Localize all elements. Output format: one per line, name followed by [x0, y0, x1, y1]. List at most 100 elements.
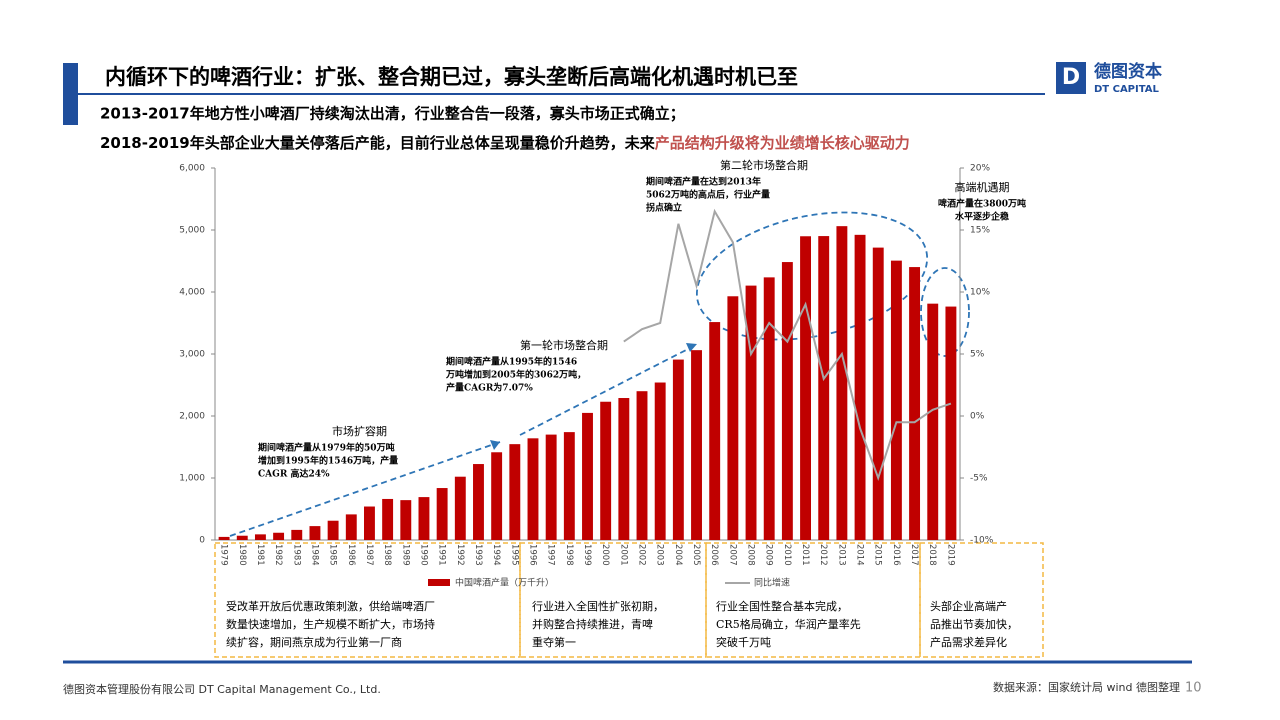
x-tick-label: 1990	[418, 544, 428, 566]
bar	[909, 267, 921, 540]
annotation-title: 第二轮市场整合期	[720, 158, 808, 172]
x-tick-label: 2010	[782, 544, 792, 566]
annotation-text: 期间啤酒产量从1995年的1546	[446, 356, 577, 368]
x-tick-label: 1985	[328, 544, 338, 566]
bar	[345, 514, 357, 540]
x-tick-label: 1983	[291, 544, 301, 566]
annotation-text: 万吨增加到2005年的3062万吨，	[445, 369, 586, 381]
y-tick-label: 5,000	[179, 226, 205, 236]
x-tick-label: 1980	[237, 544, 247, 566]
y2-tick-label: 20%	[970, 164, 990, 174]
footer-company: 德图资本管理股份有限公司 DT Capital Management Co., …	[63, 682, 381, 696]
x-tick-label: 1993	[473, 544, 483, 566]
note-text: 突破千万吨	[716, 635, 771, 649]
note-box	[519, 542, 707, 658]
note-text: CR5格局确立，华润产量率先	[716, 617, 861, 631]
bar	[218, 536, 230, 540]
subtitle-text: 2018-2019年头部企业大量关停落后产能，目前行业总体呈现量稳价升趋势，未来	[100, 134, 656, 152]
annotation-text: 期间啤酒产量从1979年的50万吨	[258, 442, 395, 454]
bar	[309, 526, 321, 540]
bar	[781, 262, 793, 540]
note-text: 产品需求差异化	[930, 635, 1007, 649]
x-tick-label: 1992	[455, 544, 465, 566]
bar	[709, 322, 721, 540]
x-tick-label: 2018	[927, 544, 937, 566]
bar	[236, 535, 248, 540]
note-boxes	[214, 542, 1044, 658]
bar	[327, 520, 339, 540]
note-text: 续扩容，期间燕京成为行业第一厂商	[226, 635, 402, 649]
bar	[291, 529, 303, 540]
y-tick-label: 4,000	[179, 288, 205, 298]
x-tick-label: 1999	[582, 544, 592, 566]
note-text: 重夺第一	[532, 635, 576, 649]
x-tick-label: 1986	[346, 544, 356, 566]
bar	[945, 306, 957, 540]
bar	[672, 359, 684, 540]
x-tick-label: 2019	[945, 544, 955, 566]
x-tick-label: 2012	[818, 544, 828, 566]
bar	[636, 391, 648, 540]
bar	[654, 382, 666, 540]
bar	[563, 432, 575, 540]
y2-tick-label: 15%	[970, 226, 990, 236]
annotation-text: 产量CAGR为7.07%	[446, 382, 533, 394]
subtitle-highlight: 产品结构升级将为业绩增长核心驱动力	[655, 134, 910, 152]
trend-arrow	[229, 441, 501, 537]
x-tick-label: 2013	[836, 544, 846, 566]
arrow-head	[686, 343, 697, 352]
y-tick-label: 3,000	[179, 350, 205, 360]
x-tick-label: 2014	[855, 544, 865, 566]
x-tick-label: 1997	[546, 544, 556, 566]
note-text: 行业全国性整合基本完成，	[716, 599, 848, 613]
note-box	[214, 542, 521, 658]
x-tick-label: 2003	[655, 544, 665, 566]
bar	[473, 464, 484, 540]
x-tick-label: 2004	[673, 544, 683, 566]
x-tick-label: 2011	[800, 544, 810, 566]
y2-tick-label: 5%	[970, 350, 985, 360]
x-tick-label: 1989	[400, 544, 410, 566]
x-tick-label: 2017	[909, 544, 919, 566]
logo-letter: D	[1062, 65, 1080, 90]
x-tick-label: 2015	[873, 544, 883, 566]
arrow-head	[490, 440, 500, 450]
note-box	[705, 542, 921, 658]
x-tick-label: 1988	[382, 544, 392, 566]
x-tick-label: 2007	[727, 544, 737, 566]
slide-title: 内循环下的啤酒行业：扩张、整合期已过，寡头垄断后高端化机遇时机已至	[105, 65, 798, 89]
bar	[454, 476, 466, 540]
page-number: 10	[1185, 681, 1202, 696]
bar	[745, 285, 757, 540]
x-tick-label: 1996	[527, 544, 537, 566]
logo-mark	[1056, 62, 1086, 94]
annotation-text: 水平逐步企稳	[955, 211, 1009, 223]
bar	[818, 236, 830, 541]
bar	[491, 452, 503, 540]
y2-tick-label: 10%	[970, 288, 990, 298]
x-tick-label: 1995	[509, 544, 519, 566]
note-text: 品推出节奏加快，	[930, 617, 1018, 631]
x-tick-label: 2016	[891, 544, 901, 566]
x-tick-label: 2002	[637, 544, 647, 566]
trend-arrow	[519, 347, 691, 436]
x-tick-label: 2001	[618, 544, 628, 566]
bar	[254, 534, 266, 540]
x-tick-label: 1979	[219, 544, 229, 566]
subtitle: 2018-2019年头部企业大量关停落后产能，目前行业总体呈现量稳价升趋势，未来…	[100, 134, 910, 152]
x-tick-label: 2006	[709, 544, 719, 566]
note-text: 数量快速增加，生产规模不断扩大，市场持	[226, 617, 435, 631]
bar	[800, 236, 811, 540]
bar	[691, 350, 702, 540]
bar	[418, 497, 430, 540]
logo-en: DT CAPITAL	[1094, 84, 1160, 95]
x-tick-label: 1998	[564, 544, 574, 566]
annotation-text: 5062万吨的高点后，行业产量	[646, 189, 770, 201]
annotation-text: 增加到1995年的1546万吨，产量	[258, 455, 398, 467]
x-tick-label: 1987	[364, 544, 374, 566]
annotation-title: 市场扩容期	[332, 424, 387, 438]
bar	[364, 506, 375, 540]
bar	[890, 260, 902, 540]
note-box	[919, 542, 1044, 658]
